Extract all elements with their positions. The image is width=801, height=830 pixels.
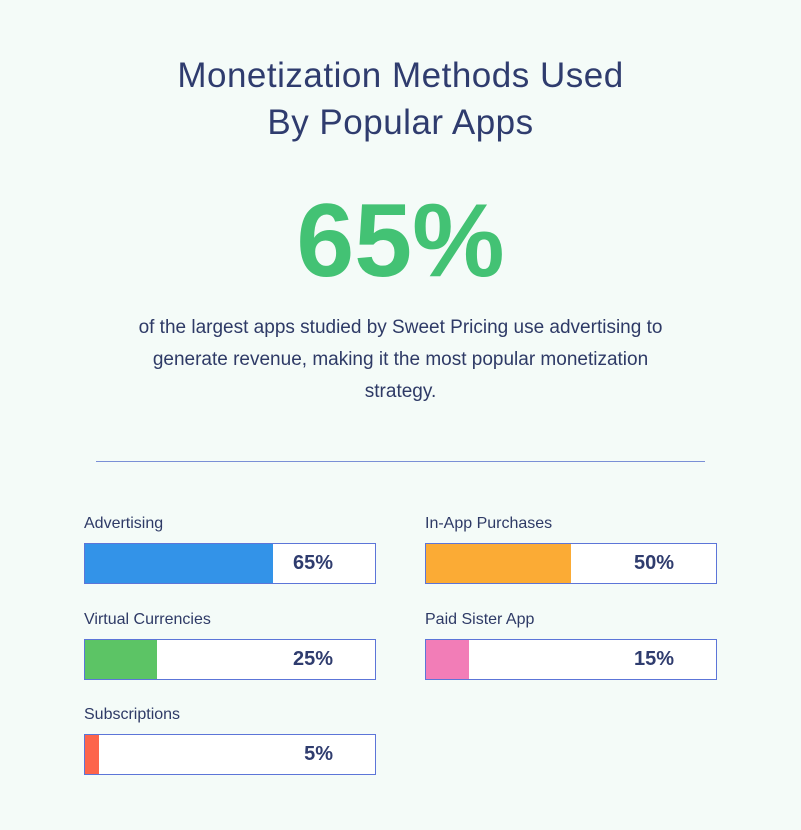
bar-track-paid-sister-app: 15% (425, 639, 717, 680)
bar-item-subscriptions: Subscriptions 5% (84, 704, 378, 775)
bar-value-virtual-currencies: 25% (292, 648, 333, 670)
description-text: of the largest apps studied by Sweet Pri… (138, 317, 663, 402)
divider (96, 461, 705, 462)
page-title: Monetization Methods Used By Popular App… (0, 52, 801, 146)
bar-track-in-app-purchases: 50% (425, 543, 717, 584)
bar-value-paid-sister-app: 15% (633, 648, 674, 670)
title-line-1: Monetization Methods Used (177, 56, 624, 95)
bar-label-virtual-currencies: Virtual Currencies (84, 611, 211, 628)
bar-fill-advertising (85, 544, 273, 583)
bar-track-advertising: 65% (84, 543, 376, 584)
bar-fill-virtual-currencies (85, 640, 158, 679)
bar-item-paid-sister-app: Paid Sister App 15% (425, 609, 719, 680)
bar-label-subscriptions: Subscriptions (84, 706, 181, 723)
bar-item-virtual-currencies: Virtual Currencies 25% (84, 609, 378, 680)
bar-item-in-app-purchases: In-App Purchases 50% (425, 513, 719, 584)
bar-label-paid-sister-app: Paid Sister App (425, 611, 535, 628)
headline-stat: 65% (296, 183, 505, 299)
bar-fill-in-app-purchases (426, 544, 571, 583)
bar-track-virtual-currencies: 25% (84, 639, 376, 680)
bar-value-in-app-purchases: 50% (633, 552, 674, 574)
bar-fill-paid-sister-app (426, 640, 470, 679)
bar-label-in-app-purchases: In-App Purchases (425, 515, 553, 532)
title-line-2: By Popular Apps (267, 103, 534, 142)
bar-value-advertising: 65% (292, 552, 333, 574)
bar-track-subscriptions: 5% (84, 734, 376, 775)
bar-label-advertising: Advertising (84, 515, 164, 532)
bar-fill-subscriptions (85, 735, 100, 774)
bar-value-subscriptions: 5% (304, 743, 333, 765)
bar-item-advertising: Advertising 65% (84, 513, 378, 584)
